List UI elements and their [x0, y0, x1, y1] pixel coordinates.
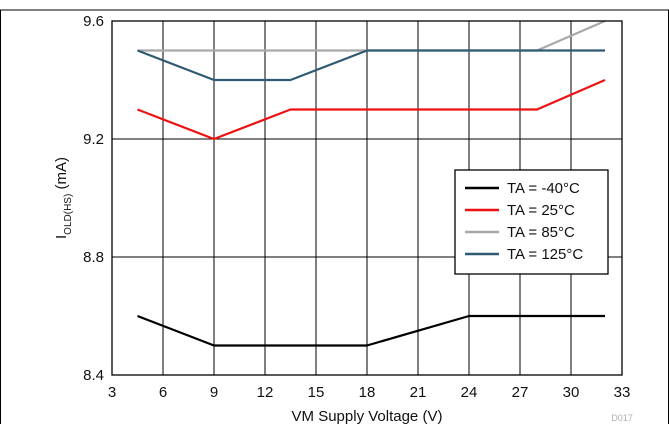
- data-series: [137, 19, 606, 347]
- x-tick-label: 21: [410, 384, 427, 401]
- x-tick-label: 12: [257, 384, 274, 401]
- y-axis-title-main: I: [53, 235, 70, 239]
- x-tick-label: 33: [614, 384, 631, 401]
- legend-label: TA = 125°C: [507, 246, 583, 263]
- series-line: [137, 314, 605, 347]
- x-tick-label: 15: [308, 384, 325, 401]
- y-axis-title-subscript: OLD(HS): [63, 194, 74, 235]
- y-tick-label: 8.4: [83, 367, 104, 384]
- x-tick-label: 6: [159, 384, 167, 401]
- y-tick-label: 9.2: [83, 131, 104, 148]
- x-tick-label: 9: [210, 384, 218, 401]
- series-line: [137, 19, 606, 52]
- legend: TA = -40°C TA = 25°C TA = 85°C TA = 125°C: [454, 169, 609, 275]
- x-tick-label: 18: [359, 384, 376, 401]
- y-tick-label: 9.6: [83, 13, 104, 30]
- figure-id: D017: [611, 413, 633, 423]
- series-line: [137, 78, 606, 141]
- y-axis-title: IOLD(HS) (mA): [53, 157, 74, 239]
- x-axis-title: VM Supply Voltage (V): [292, 408, 443, 424]
- series-line: [137, 49, 605, 82]
- legend-label: TA = -40°C: [507, 180, 580, 197]
- y-tick-labels: 8.4 8.8 9.2 9.6: [83, 13, 104, 384]
- legend-label: TA = 25°C: [507, 202, 575, 219]
- x-tick-labels: 3 6 9 12 15 18 21 24 27 30 33: [108, 384, 631, 401]
- x-tick-label: 3: [108, 384, 116, 401]
- x-tick-label: 24: [461, 384, 478, 401]
- x-tick-label: 30: [563, 384, 580, 401]
- y-axis-title-unit: (mA): [53, 157, 70, 194]
- legend-label: TA = 85°C: [507, 224, 575, 241]
- y-tick-label: 8.8: [83, 249, 104, 266]
- x-tick-label: 27: [512, 384, 529, 401]
- plot-area-frame: [111, 20, 623, 376]
